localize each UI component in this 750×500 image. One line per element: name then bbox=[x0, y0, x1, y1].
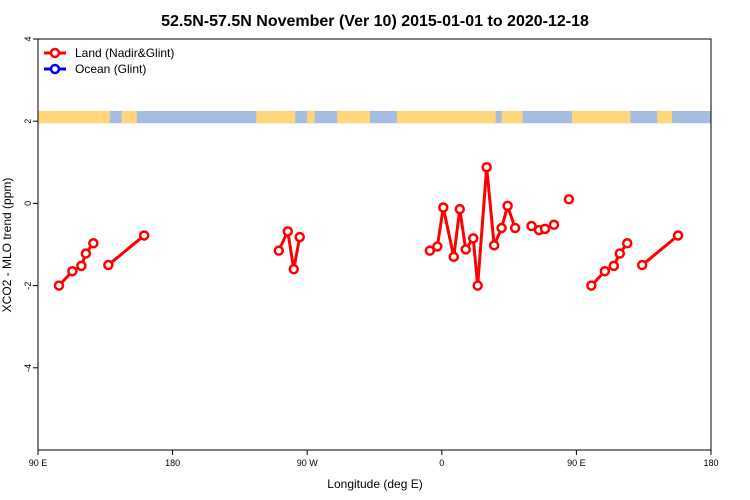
data-point bbox=[432, 241, 443, 252]
data-point bbox=[282, 226, 294, 237]
data-point bbox=[548, 219, 560, 231]
legend-land-label: Land (Nadir&Glint) bbox=[75, 46, 174, 60]
data-point bbox=[273, 245, 285, 256]
data-point bbox=[454, 203, 465, 215]
data-point bbox=[481, 161, 492, 173]
land-band bbox=[307, 110, 315, 124]
y-axis-label: XCO2 - MLO trend (ppm) bbox=[0, 178, 14, 313]
data-point bbox=[502, 200, 513, 212]
data-point bbox=[53, 280, 65, 291]
data-point bbox=[488, 240, 500, 251]
ocean-band bbox=[38, 110, 711, 124]
data-point bbox=[467, 233, 479, 244]
data-point bbox=[614, 248, 626, 259]
data-point bbox=[472, 280, 483, 291]
data-point bbox=[509, 222, 521, 234]
land-band bbox=[256, 110, 296, 124]
data-point bbox=[294, 231, 305, 243]
x-axis-label: Longitude (deg E) bbox=[327, 477, 422, 491]
x-axis: 90 E 180 90 W 0 90 E 180 bbox=[29, 450, 719, 468]
land-band bbox=[396, 110, 496, 124]
y-tick-label: 4 bbox=[23, 36, 33, 41]
y-tick-label: -4 bbox=[23, 364, 33, 372]
series-line bbox=[107, 234, 146, 267]
data-point bbox=[103, 259, 114, 271]
data-point bbox=[672, 230, 684, 241]
x-tick-label: 180 bbox=[703, 458, 718, 468]
legend: Land (Nadir&Glint) Ocean (Glint) bbox=[44, 46, 174, 76]
data-point bbox=[621, 238, 633, 249]
data-point bbox=[539, 223, 551, 235]
data-point bbox=[448, 251, 460, 263]
data-point bbox=[424, 245, 436, 256]
data-point bbox=[608, 260, 620, 272]
land-band bbox=[121, 110, 137, 124]
legend-ocean-label: Ocean (Glint) bbox=[75, 62, 146, 76]
x-tick-label: 180 bbox=[165, 458, 180, 468]
x-tick-label: 90 W bbox=[297, 458, 319, 468]
data-point bbox=[76, 260, 87, 272]
series-layer bbox=[53, 161, 684, 291]
land-band bbox=[657, 110, 673, 124]
plot-frame bbox=[37, 38, 712, 451]
land-band bbox=[571, 110, 631, 124]
y-tick-label: -2 bbox=[23, 282, 33, 290]
data-point bbox=[636, 259, 648, 271]
land-band bbox=[337, 110, 371, 124]
data-point bbox=[80, 248, 92, 259]
x-tick-label: 90 E bbox=[29, 458, 48, 468]
data-point bbox=[67, 265, 78, 277]
data-point bbox=[138, 230, 150, 241]
land-ocean-strip bbox=[38, 110, 711, 124]
chart-title: 52.5N-57.5N November (Ver 10) 2015-01-01… bbox=[161, 13, 589, 30]
series-line bbox=[641, 234, 680, 267]
data-point bbox=[288, 263, 299, 275]
y-tick-label: 0 bbox=[23, 201, 33, 206]
data-point bbox=[496, 222, 507, 234]
legend-land-marker bbox=[49, 47, 61, 59]
data-point bbox=[88, 238, 99, 249]
land-band bbox=[38, 110, 110, 124]
data-point bbox=[563, 194, 575, 205]
y-axis: 4 2 0 -2 -4 bbox=[23, 36, 38, 372]
data-point bbox=[599, 265, 611, 277]
y-tick-label: 2 bbox=[23, 119, 33, 124]
x-tick-label: 0 bbox=[439, 458, 444, 468]
data-point bbox=[526, 220, 537, 232]
data-point bbox=[438, 202, 449, 213]
data-point bbox=[586, 280, 597, 291]
data-point bbox=[460, 244, 471, 255]
series-line bbox=[277, 229, 302, 271]
x-tick-label: 90 E bbox=[567, 458, 586, 468]
land-band bbox=[501, 110, 523, 124]
legend-ocean-marker bbox=[49, 63, 61, 75]
